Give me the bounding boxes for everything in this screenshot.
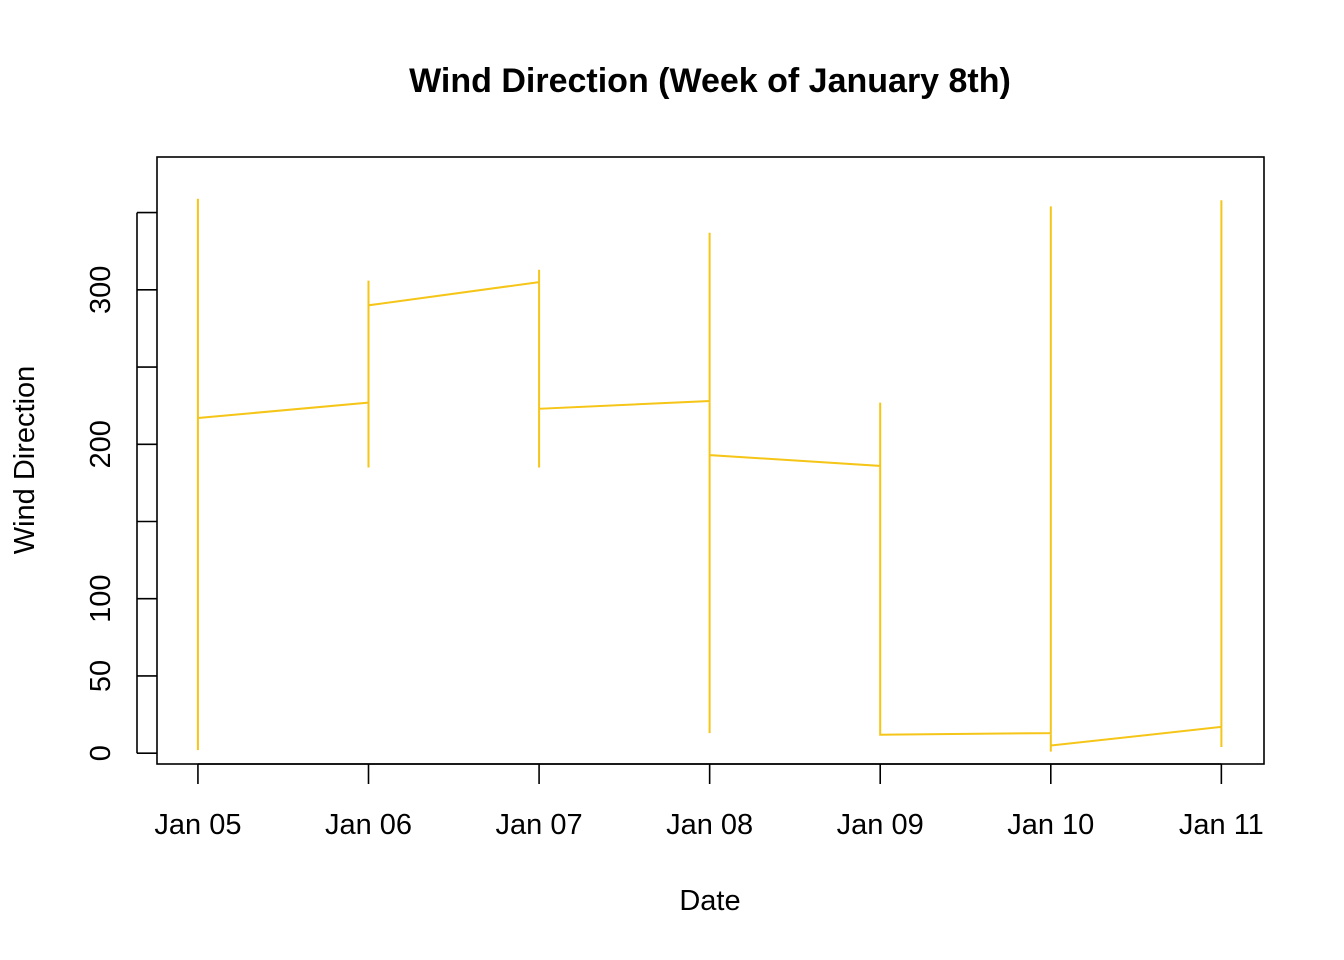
- x-tick-label: Jan 06: [325, 809, 412, 841]
- x-axis-label: Date: [679, 885, 740, 917]
- x-tick-label: Jan 09: [837, 809, 924, 841]
- y-tick-label: 200: [85, 420, 117, 468]
- x-axis: Jan 05 Jan 06 Jan 07 Jan 08 Jan 09 Jan 10 Jan …: [154, 763, 1264, 841]
- x-tick-label: Jan 11: [1179, 809, 1264, 841]
- y-axis-label: Wind Direction: [9, 366, 41, 555]
- series-line: [196, 198, 1223, 752]
- x-tick-label: Jan 08: [666, 809, 753, 841]
- y-axis: 0 50 100 200 300: [85, 211, 157, 761]
- x-tick-label: Jan 07: [496, 809, 583, 841]
- x-tick-label: Jan 10: [1007, 809, 1094, 841]
- series-group: [196, 198, 1223, 752]
- y-tick-label: 0: [85, 745, 117, 761]
- y-tick-label: 50: [85, 660, 117, 692]
- y-tick-label: 100: [85, 575, 117, 623]
- chart-title: Wind Direction (Week of January 8th): [409, 62, 1011, 100]
- x-tick-label: Jan 05: [154, 809, 241, 841]
- y-tick-label: 300: [85, 266, 117, 314]
